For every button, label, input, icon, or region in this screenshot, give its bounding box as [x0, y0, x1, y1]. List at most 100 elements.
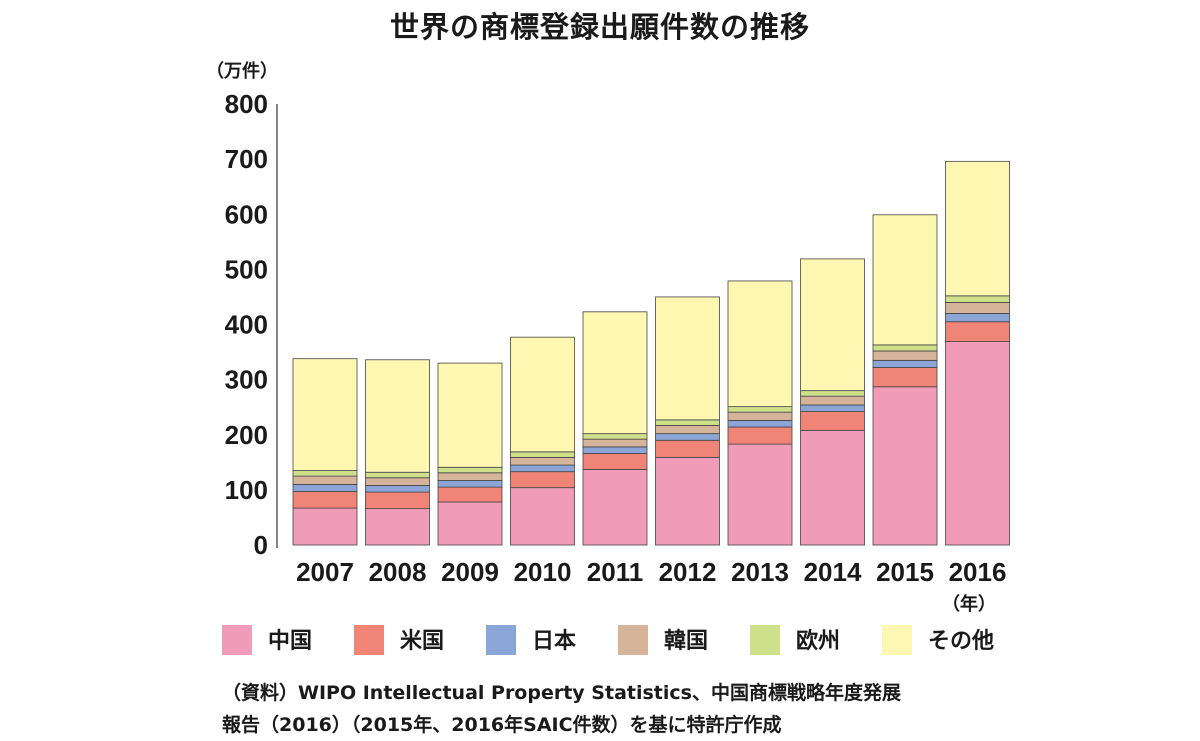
y-tick-label: 0 [254, 530, 268, 560]
bar-segment [656, 434, 720, 441]
y-tick-label: 400 [225, 310, 268, 340]
y-tick-label: 200 [225, 420, 268, 450]
bar-segment [438, 467, 502, 473]
bar-segment [438, 487, 502, 502]
bar-segment [438, 502, 502, 545]
bar-segment [656, 425, 720, 433]
x-axis-unit-label: （年） [942, 593, 996, 615]
legend-label: 中国 [268, 629, 312, 654]
bar-segment [293, 471, 357, 477]
bar-segment [801, 391, 865, 397]
bar-segment [583, 312, 647, 434]
bar-segment [946, 322, 1010, 342]
bar-segment [438, 363, 502, 467]
bar-stack-2013 [728, 281, 792, 545]
legend-swatch [882, 625, 912, 655]
bar-segment [801, 405, 865, 412]
legend-label: その他 [928, 629, 994, 654]
bar-segment [946, 161, 1010, 296]
x-tick-label: 2015 [876, 557, 934, 587]
legend-swatch [618, 625, 648, 655]
x-tick-label: 2009 [441, 557, 499, 587]
bar-segment [728, 420, 792, 427]
y-tick-label: 500 [225, 254, 268, 284]
bar-segment [728, 281, 792, 407]
bar-segment [873, 345, 937, 351]
x-tick-label: 2014 [804, 557, 862, 587]
bar-segment [946, 313, 1010, 321]
bar-segment [293, 492, 357, 509]
legend-label: 日本 [532, 629, 576, 654]
source-line-2: 報告（2016）（2015年、2016年SAIC件数）を基に特許庁作成 [222, 709, 1182, 741]
bar-segment [656, 440, 720, 457]
legend-item: 中国 [222, 625, 312, 655]
legend-item: その他 [882, 625, 994, 655]
legend-item: 韓国 [618, 625, 708, 655]
source-line-1: （資料）WIPO Intellectual Property Statistic… [222, 677, 1182, 709]
legend-swatch [354, 625, 384, 655]
bar-stack-2016 [946, 161, 1010, 545]
x-tick-label: 2013 [731, 557, 789, 587]
legend-swatch [222, 625, 252, 655]
bar-stack-2010 [511, 337, 575, 545]
bar-segment [293, 476, 357, 484]
bar-segment [293, 359, 357, 471]
bar-segment [656, 457, 720, 545]
bar-segment [293, 508, 357, 545]
x-tick-label: 2012 [659, 557, 717, 587]
bar-segment [366, 478, 430, 486]
legend: 中国 米国 日本 韓国 欧州 その他 [222, 625, 994, 655]
legend-label: 米国 [400, 629, 444, 654]
y-tick-label: 600 [225, 199, 268, 229]
bar-segment [583, 453, 647, 469]
bar-segment [366, 492, 430, 509]
bar-segment [728, 444, 792, 545]
bar-segment [946, 342, 1010, 545]
bars-group [293, 161, 1010, 545]
legend-item: 欧州 [750, 625, 840, 655]
bar-segment [656, 420, 720, 426]
bar-segment [873, 360, 937, 367]
bar-segment [873, 215, 937, 345]
x-tick-label: 2011 [587, 557, 643, 587]
legend-swatch [750, 625, 780, 655]
legend-swatch [486, 625, 516, 655]
bar-stack-2012 [656, 297, 720, 545]
y-tick-label: 700 [225, 144, 268, 174]
y-tick-label: 100 [225, 475, 268, 505]
bar-stack-2007 [293, 359, 357, 545]
bar-segment [366, 472, 430, 478]
x-axis-ticks: 2007200820092010201120122013201420152016 [296, 557, 1006, 587]
bar-segment [873, 367, 937, 386]
bar-segment [583, 469, 647, 545]
bar-segment [511, 452, 575, 458]
bar-segment [293, 484, 357, 491]
bar-stack-2014 [801, 259, 865, 545]
legend-label: 韓国 [664, 628, 708, 654]
bar-segment [366, 509, 430, 545]
bar-segment [946, 302, 1010, 313]
bar-segment [438, 481, 502, 488]
bar-segment [583, 434, 647, 440]
bar-stack-2011 [583, 312, 647, 545]
y-axis-unit-label: （万件） [206, 60, 278, 82]
bar-segment [366, 485, 430, 492]
y-axis-ticks: 0100200300400500600700800 [225, 89, 268, 560]
bar-segment [728, 412, 792, 420]
y-tick-label: 300 [225, 365, 268, 395]
x-tick-label: 2008 [369, 557, 427, 587]
legend-label: 欧州 [796, 628, 840, 654]
bar-segment [801, 412, 865, 431]
bar-segment [438, 473, 502, 481]
bar-stack-2008 [366, 360, 430, 545]
bar-segment [366, 360, 430, 472]
source-note: （資料）WIPO Intellectual Property Statistic… [222, 677, 1182, 741]
bar-segment [511, 472, 575, 488]
bar-segment [728, 407, 792, 413]
bar-segment [728, 427, 792, 444]
bar-segment [873, 351, 937, 360]
x-tick-label: 2010 [514, 557, 572, 587]
bar-segment [801, 396, 865, 405]
bar-stack-2009 [438, 363, 502, 545]
